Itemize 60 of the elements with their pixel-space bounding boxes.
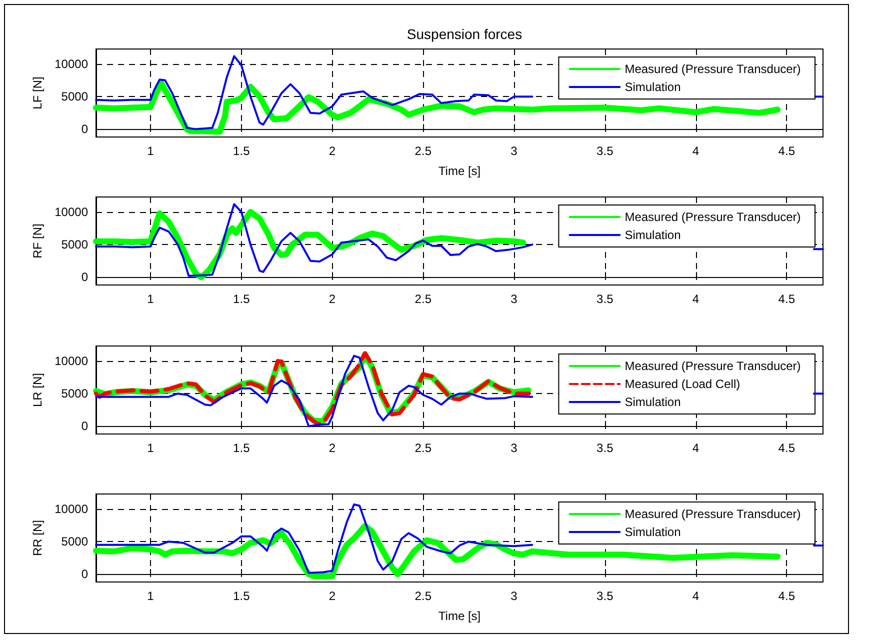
x-tick-label: 4 bbox=[692, 441, 700, 455]
legend-label: Simulation bbox=[624, 80, 681, 94]
x-tick-label: 2 bbox=[328, 441, 336, 455]
x-tick-label: 1.5 bbox=[233, 144, 250, 158]
y-tick-label: 5000 bbox=[61, 534, 88, 549]
y-tick-label: 0 bbox=[81, 122, 88, 136]
x-tick-label: 1 bbox=[147, 144, 154, 158]
x-tick-label: 4.5 bbox=[778, 441, 796, 455]
y-axis-title: LF [N] bbox=[30, 76, 45, 110]
chart-title: Suspension forces bbox=[406, 26, 522, 42]
x-tick-label: 3.5 bbox=[596, 292, 614, 306]
y-axis-title: RR [N] bbox=[30, 520, 45, 556]
legend-label: Measured (Pressure Transducer) bbox=[624, 210, 801, 224]
legend-label: Measured (Load Cell) bbox=[624, 377, 740, 391]
x-tick-label: 2.5 bbox=[414, 292, 432, 306]
y-axis-title: RF [N] bbox=[30, 224, 45, 258]
x-tick-label: 4 bbox=[692, 292, 700, 306]
x-tick-label: 1.5 bbox=[233, 589, 250, 603]
x-tick-label: 1.5 bbox=[233, 292, 250, 306]
x-tick-label: 3 bbox=[510, 589, 518, 603]
y-axis-title: LR [N] bbox=[30, 372, 45, 408]
y-tick-label: 5000 bbox=[61, 238, 88, 252]
legend-label: Simulation bbox=[624, 228, 681, 242]
x-tick-label: 1 bbox=[147, 589, 154, 603]
legend-label: Simulation bbox=[624, 395, 681, 409]
x-tick-label: 2 bbox=[328, 144, 336, 158]
x-tick-label: 3.5 bbox=[596, 441, 614, 455]
x-tick-label: 2.5 bbox=[414, 589, 432, 603]
y-tick-label: 10000 bbox=[54, 354, 88, 368]
legend-label: Measured (Pressure Transducer) bbox=[624, 62, 801, 76]
legend-label: Simulation bbox=[624, 525, 681, 539]
x-tick-label: 3 bbox=[510, 441, 518, 455]
x-axis-title: Time [s] bbox=[438, 164, 481, 178]
y-tick-label: 5000 bbox=[61, 90, 88, 104]
x-tick-label: 4.5 bbox=[778, 144, 796, 158]
x-tick-label: 3 bbox=[510, 144, 518, 158]
y-tick-label: 5000 bbox=[61, 386, 88, 401]
x-tick-label: 3 bbox=[510, 292, 518, 306]
x-tick-label: 3.5 bbox=[596, 144, 614, 158]
x-tick-label: 4 bbox=[692, 589, 700, 603]
x-tick-label: 2 bbox=[328, 292, 336, 306]
x-tick-label: 4.5 bbox=[778, 292, 796, 306]
y-tick-label: 0 bbox=[81, 567, 88, 582]
x-axis-title: Time [s] bbox=[438, 609, 481, 623]
x-tick-label: 4.5 bbox=[778, 589, 796, 603]
x-tick-label: 3.5 bbox=[596, 589, 614, 603]
x-tick-label: 2.5 bbox=[414, 441, 432, 455]
x-tick-label: 1 bbox=[147, 292, 154, 306]
x-tick-label: 1.5 bbox=[233, 441, 250, 455]
x-tick-label: 2 bbox=[328, 589, 336, 603]
y-tick-label: 10000 bbox=[54, 502, 88, 516]
legend-label: Measured (Pressure Transducer) bbox=[624, 507, 801, 521]
x-tick-label: 1 bbox=[147, 441, 154, 455]
y-tick-label: 10000 bbox=[54, 56, 88, 71]
legend-label: Measured (Pressure Transducer) bbox=[624, 359, 801, 373]
y-tick-label: 0 bbox=[81, 270, 88, 284]
y-tick-label: 0 bbox=[81, 419, 88, 434]
x-tick-label: 4 bbox=[692, 144, 700, 158]
x-tick-label: 2.5 bbox=[414, 144, 432, 158]
y-tick-label: 10000 bbox=[54, 204, 88, 219]
